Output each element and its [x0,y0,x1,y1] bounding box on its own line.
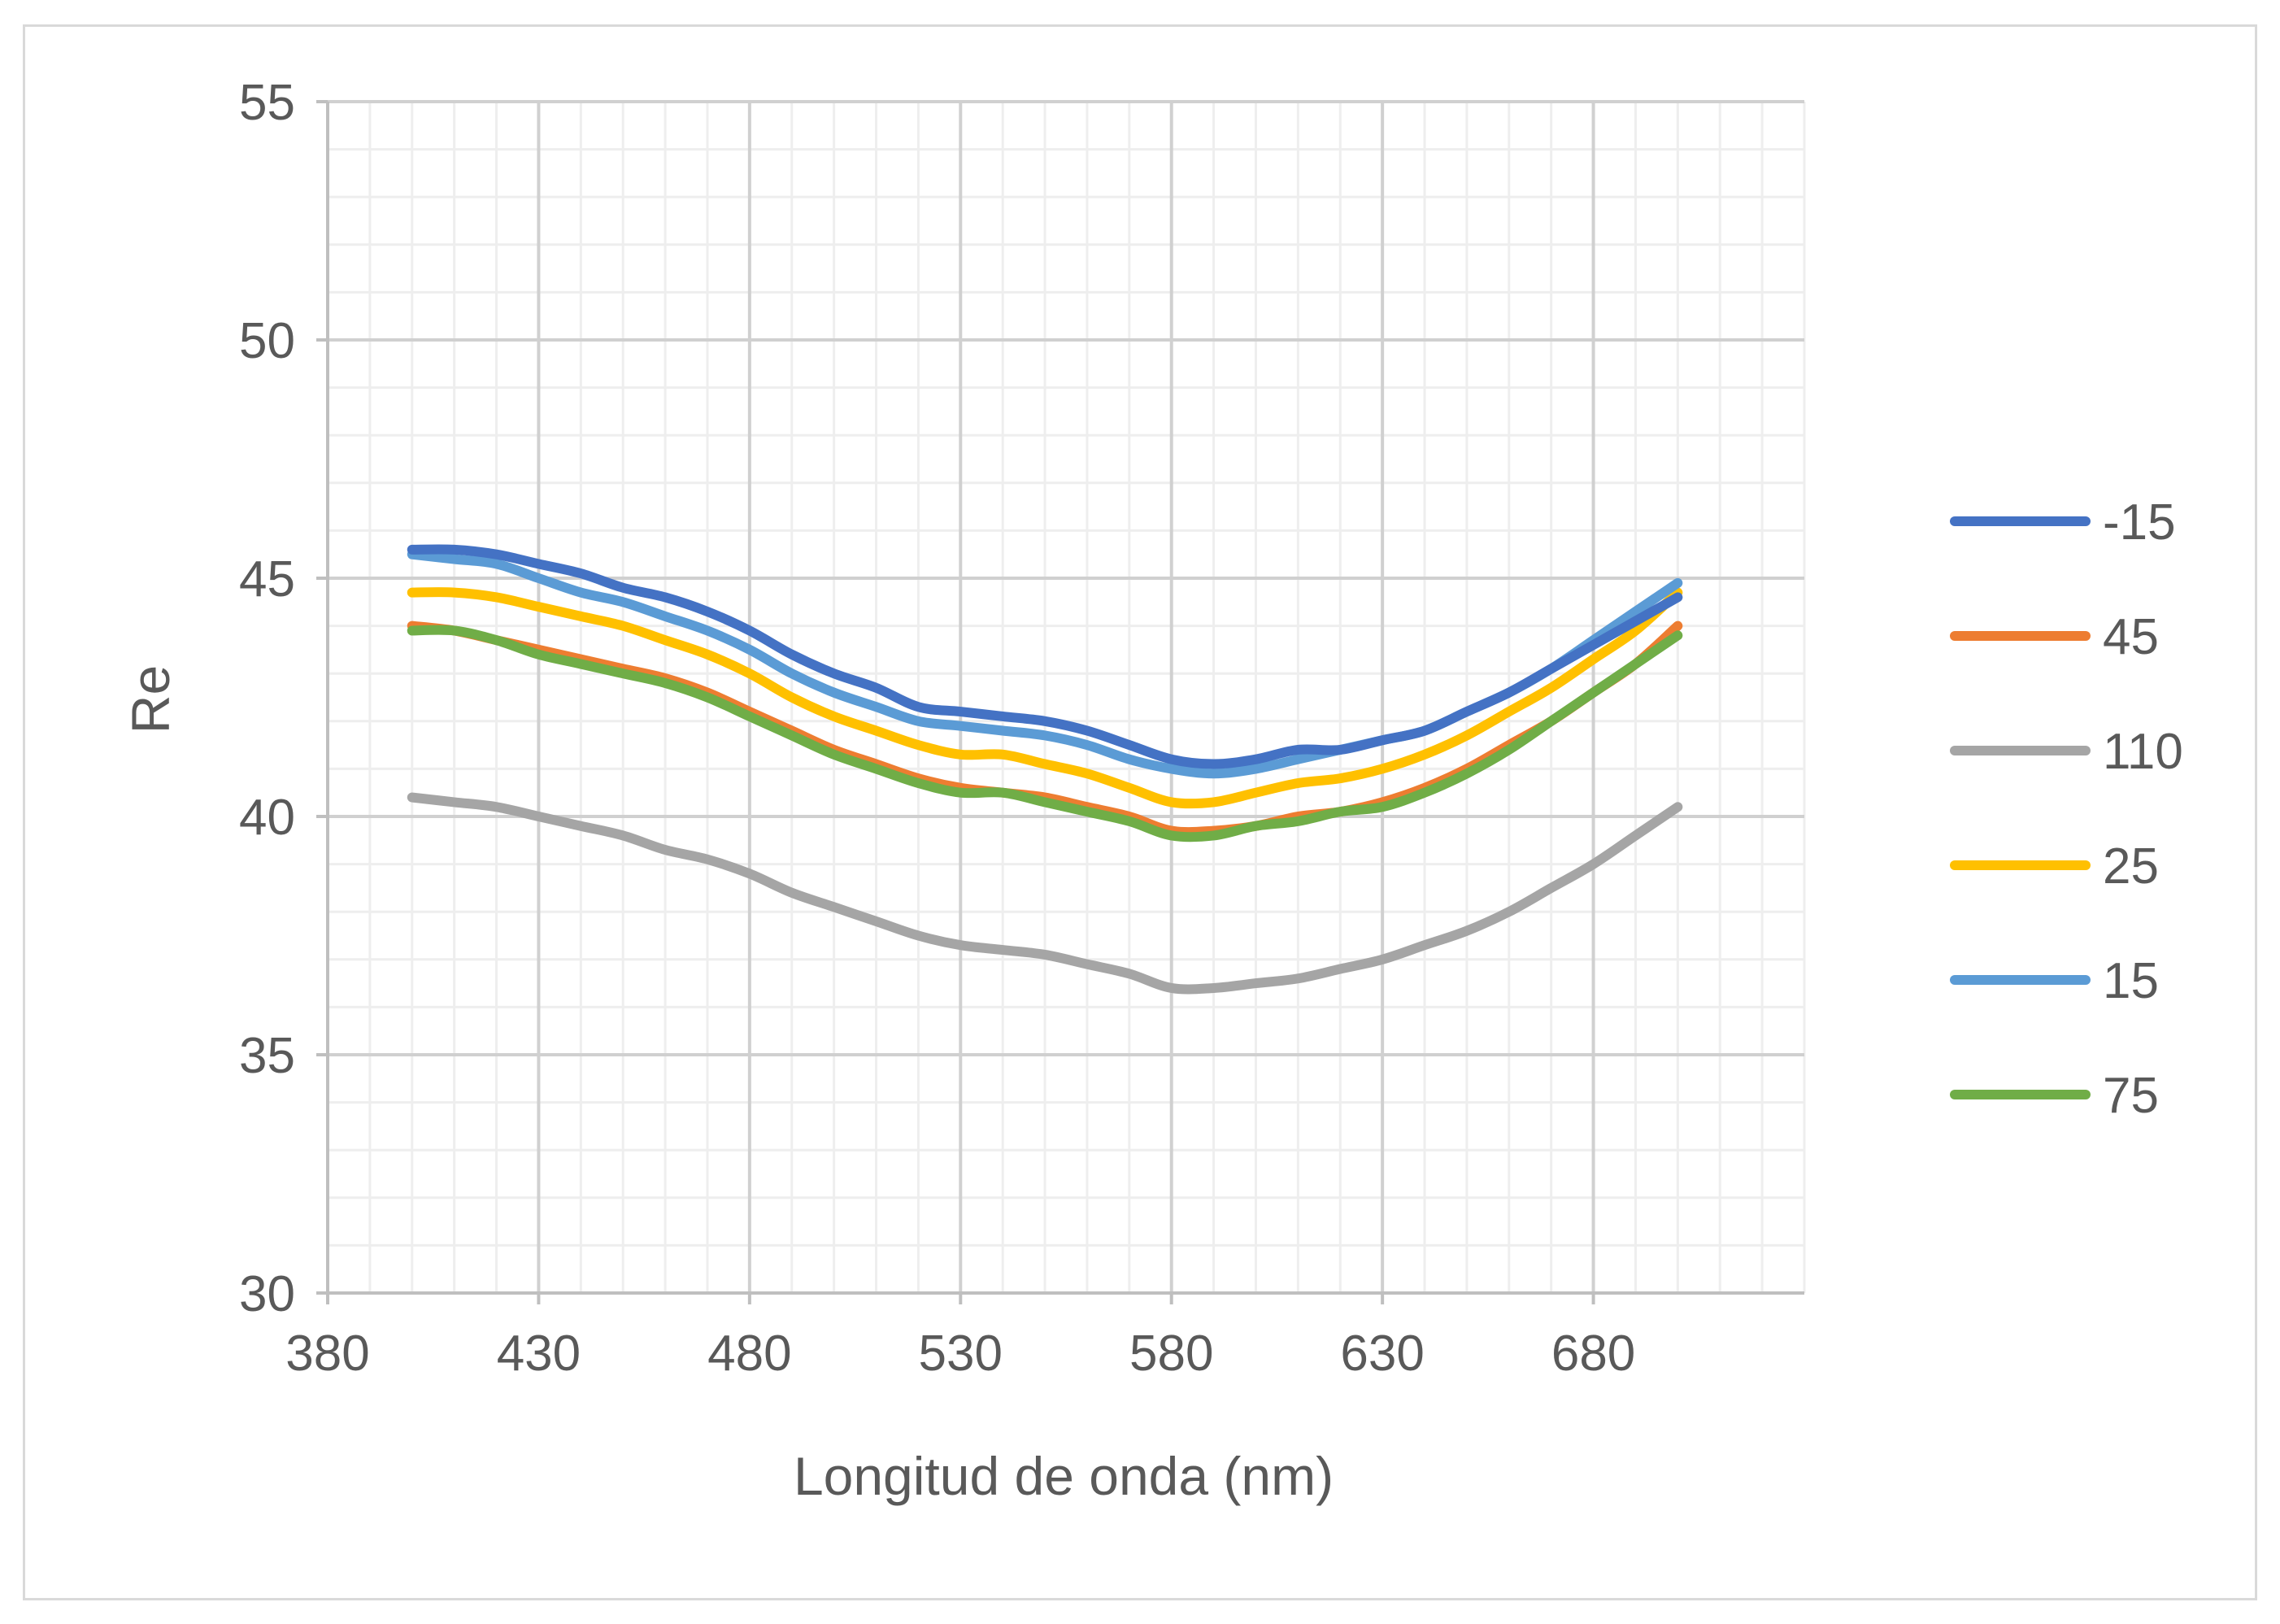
y-tick-label: 50 [239,313,295,369]
x-tick-labels: 380 430 480 530 580 630 680 [285,1326,1635,1382]
y-axis-title: Re [120,665,181,734]
series-lines [407,544,1683,995]
y-tick-label: 45 [239,551,295,607]
x-axis-title: Longitud de onda (nm) [794,1446,1334,1506]
y-tick-label: 35 [239,1028,295,1084]
x-tick-label: 580 [1129,1326,1213,1382]
series-line--15 [407,544,1683,769]
series-line-110 [407,792,1683,995]
y-tick-label: 40 [239,790,295,846]
y-tick-label: 55 [239,75,295,131]
x-tick-label: 630 [1340,1326,1424,1382]
x-tick-label: 480 [707,1326,791,1382]
axes [316,100,1804,1304]
series-line-75 [407,625,1683,842]
y-tick-label: 30 [239,1266,295,1322]
legend: -15 45 110 25 15 75 [1950,494,2183,1124]
legend-label-110: 110 [2103,724,2183,780]
legend-label-25: 25 [2103,838,2159,895]
x-tick-label: 680 [1551,1326,1635,1382]
major-grid [326,100,1804,1295]
y-tick-labels: 30 35 40 45 50 55 [239,75,295,1322]
x-tick-label: 530 [919,1326,1003,1382]
legend-label-45: 45 [2103,609,2159,665]
x-tick-label: 380 [285,1326,369,1382]
legend-label-15: 15 [2103,953,2159,1009]
series-line-25 [407,587,1683,809]
legend-label-75: 75 [2103,1068,2159,1124]
chart-frame [23,24,2257,1600]
x-tick-label: 430 [497,1326,581,1382]
legend-label--15: -15 [2103,494,2176,551]
